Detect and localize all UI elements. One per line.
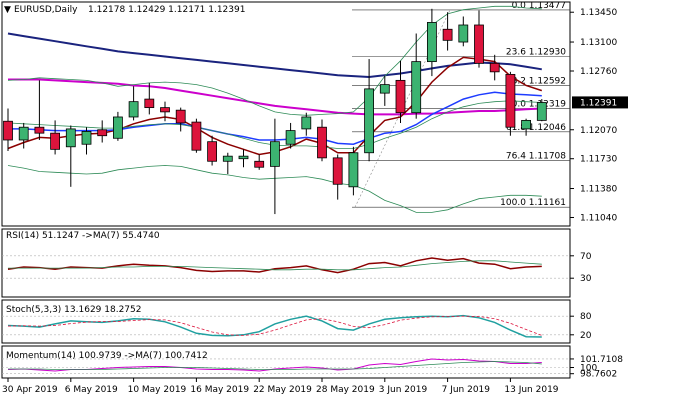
candle-body: [379, 84, 390, 94]
price-tick-label: 1.11730: [580, 155, 617, 165]
stoch-title: Stoch(5,3,3) 13.1629 18.2752: [6, 305, 141, 315]
pane-frame-rsi: [1, 228, 571, 298]
time-tick-label: 3 Jun 2019: [379, 385, 428, 395]
candle-body: [505, 73, 516, 128]
fibo-label: 23.6 1.12930: [506, 48, 566, 58]
candle-body: [207, 141, 218, 162]
time-axis: 30 Apr 2019 6 May 2019 10 May 2019 16 May 2…: [2, 378, 559, 395]
candle-body: [474, 24, 484, 64]
time-tick-label: 22 May 2019: [253, 385, 312, 395]
candle-body: [65, 128, 76, 148]
stoch-tick-label: 20: [580, 331, 592, 341]
candle-body: [81, 131, 92, 145]
candle-body: [50, 132, 60, 150]
time-tick-label: 7 Jun 2019: [442, 385, 491, 395]
candle-body: [285, 130, 296, 145]
pane-frames: [1, 1, 571, 379]
fibonacci-levels: 0.0 1.13477 23.6 1.12930 38.2 1.12592 50.0 …: [352, 1, 570, 208]
candle-body: [144, 98, 155, 109]
candle-body: [395, 79, 406, 114]
rsi-title: RSI(14) 51.1247 ->MA(7) 55.4740: [6, 231, 160, 241]
candle-body: [222, 155, 233, 162]
candle-body: [34, 126, 45, 134]
candle-body: [269, 141, 280, 167]
candle-body: [3, 120, 13, 141]
candle-body: [348, 152, 359, 188]
price-axis: 1.13450 1.13100 1.12760 1.12070 1.11730 1.113…: [570, 8, 628, 223]
price-tick-label: 1.11380: [580, 185, 617, 195]
fibo-label: 100.0 1.11161: [500, 198, 566, 208]
price-tick-label: 1.13100: [580, 38, 617, 48]
mom-series-bollinger: [8, 361, 542, 370]
candle-body: [113, 116, 123, 139]
rsi-pane: 70 30: [2, 252, 592, 284]
time-tick-label: 16 May 2019: [190, 385, 249, 395]
momentum-title: Momentum(14) 100.9739 ->MA(7) 100.7412: [6, 351, 208, 361]
mom-series-magenta: [7, 358, 542, 372]
candle-body: [489, 62, 500, 73]
time-tick-label: 6 May 2019: [65, 385, 118, 395]
candle-body: [426, 22, 437, 63]
candle-body: [160, 107, 170, 113]
candle-body: [332, 157, 343, 185]
time-tick-label: 13 Jun 2019: [504, 385, 558, 395]
candle-body: [97, 129, 108, 137]
price-series-bollinger: [7, 5, 542, 116]
candlesticks: [3, 8, 547, 215]
mom-tick-label: 101.7108: [580, 355, 623, 365]
price-tick-label: 1.11040: [580, 213, 617, 223]
chart-ohlc-label: 1.12178 1.12429 1.12171 1.12391: [88, 5, 245, 15]
chart-symbol-label: EURUSD,Daily: [14, 5, 78, 15]
time-tick-label: 10 May 2019: [128, 385, 187, 395]
price-series-sma_blue: [7, 32, 542, 79]
price-tick-label: 1.12760: [580, 67, 617, 77]
time-tick-label: 28 May 2019: [316, 385, 375, 395]
rsi-tick-label: 30: [580, 274, 592, 284]
candle-body: [411, 61, 422, 114]
chart-header-triangle-icon: ▼: [4, 5, 11, 15]
rsi-series-bollinger: [8, 260, 542, 271]
last-price-tag: [572, 96, 628, 109]
mom-tick-label: 100: [580, 364, 597, 374]
time-tick-label: 30 Apr 2019: [2, 385, 58, 395]
candle-body: [18, 126, 29, 141]
candle-body: [254, 160, 265, 168]
fibo-label: 50.0 1.12319: [506, 100, 566, 110]
price-tick-label: 1.12070: [580, 126, 617, 136]
pane-frame-stoch: [1, 299, 571, 344]
candle-body: [317, 126, 327, 159]
fibo-label: 0.0 1.13477: [512, 1, 566, 11]
candle-body: [536, 102, 547, 121]
chart-header: ▼ EURUSD,Daily 1.12178 1.12429 1.12171 1…: [4, 5, 245, 15]
stoch-series-red_dash: [7, 315, 542, 336]
candle-body: [238, 155, 249, 160]
candle-body: [191, 121, 202, 151]
candle-body: [521, 119, 531, 130]
candle-body: [175, 109, 186, 124]
candle-body: [364, 88, 375, 154]
stoch-pane: 80 20: [2, 312, 592, 341]
rsi-tick-label: 70: [580, 252, 592, 262]
pane-frame-price: [1, 1, 571, 227]
fibo-label: 61.8 1.12046: [506, 123, 566, 133]
mom-tick-label: 98.7602: [580, 370, 617, 380]
price-tick-label: 1.13450: [580, 8, 617, 18]
price-series-sma_magenta: [8, 78, 542, 116]
last-price-label: 1.12391: [580, 98, 617, 108]
candle-body: [458, 24, 469, 43]
fibo-label: 38.2 1.12592: [506, 76, 566, 86]
candle-body: [128, 101, 139, 118]
candle-body: [442, 28, 453, 41]
fibo-label: 76.4 1.11708: [506, 152, 566, 162]
pane-frame-mom: [1, 345, 571, 379]
candle-body: [301, 116, 312, 130]
stoch-tick-label: 80: [580, 312, 592, 322]
